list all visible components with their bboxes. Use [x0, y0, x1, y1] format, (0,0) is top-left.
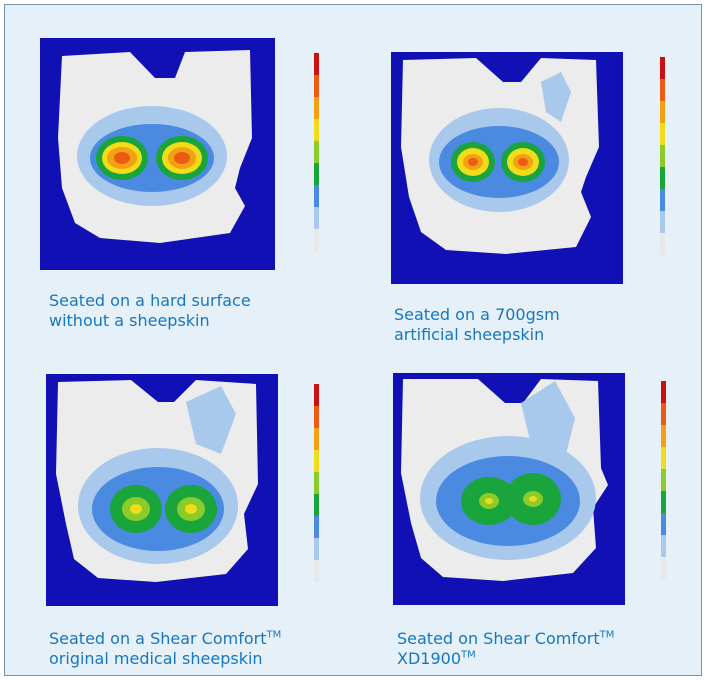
color-scale — [314, 384, 319, 582]
figure-panel: Seated on a hard surface without a sheep… — [4, 4, 702, 676]
caption-line: artificial sheepskin — [394, 325, 545, 344]
trademark: TM — [461, 649, 476, 661]
caption-text: Seated on a Shear Comfort — [49, 629, 267, 648]
caption-text: Seated on Shear Comfort — [397, 629, 600, 648]
caption-line: XD1900TM — [397, 649, 614, 669]
caption-line: original medical sheepskin — [49, 649, 263, 668]
pressure-map-hard-surface — [40, 38, 319, 270]
pressure-map-700gsm — [391, 52, 665, 284]
caption-line: Seated on Shear ComfortTM — [397, 629, 614, 649]
caption-line: Seated on a hard surface — [49, 291, 251, 310]
pressure-map-xd1900 — [393, 373, 666, 605]
trademark: TM — [266, 629, 282, 641]
caption-xd1900: Seated on Shear ComfortTM XD1900TM — [397, 629, 614, 669]
caption-text: XD1900 — [397, 649, 461, 668]
color-scale — [660, 57, 665, 255]
caption-line: Seated on a Shear ComfortTM — [49, 629, 281, 649]
caption-line: without a sheepskin — [49, 311, 210, 330]
caption-line: Seated on a 700gsm — [394, 305, 560, 324]
color-scale — [661, 381, 666, 579]
pressure-map-original-sheepskin — [46, 374, 319, 606]
trademark: TM — [599, 629, 615, 641]
caption-700gsm: Seated on a 700gsm artificial sheepskin — [394, 305, 560, 345]
caption-original-sheepskin: Seated on a Shear ComfortTM original med… — [49, 629, 281, 669]
color-scale — [314, 53, 319, 251]
caption-hard-surface: Seated on a hard surface without a sheep… — [49, 291, 251, 331]
